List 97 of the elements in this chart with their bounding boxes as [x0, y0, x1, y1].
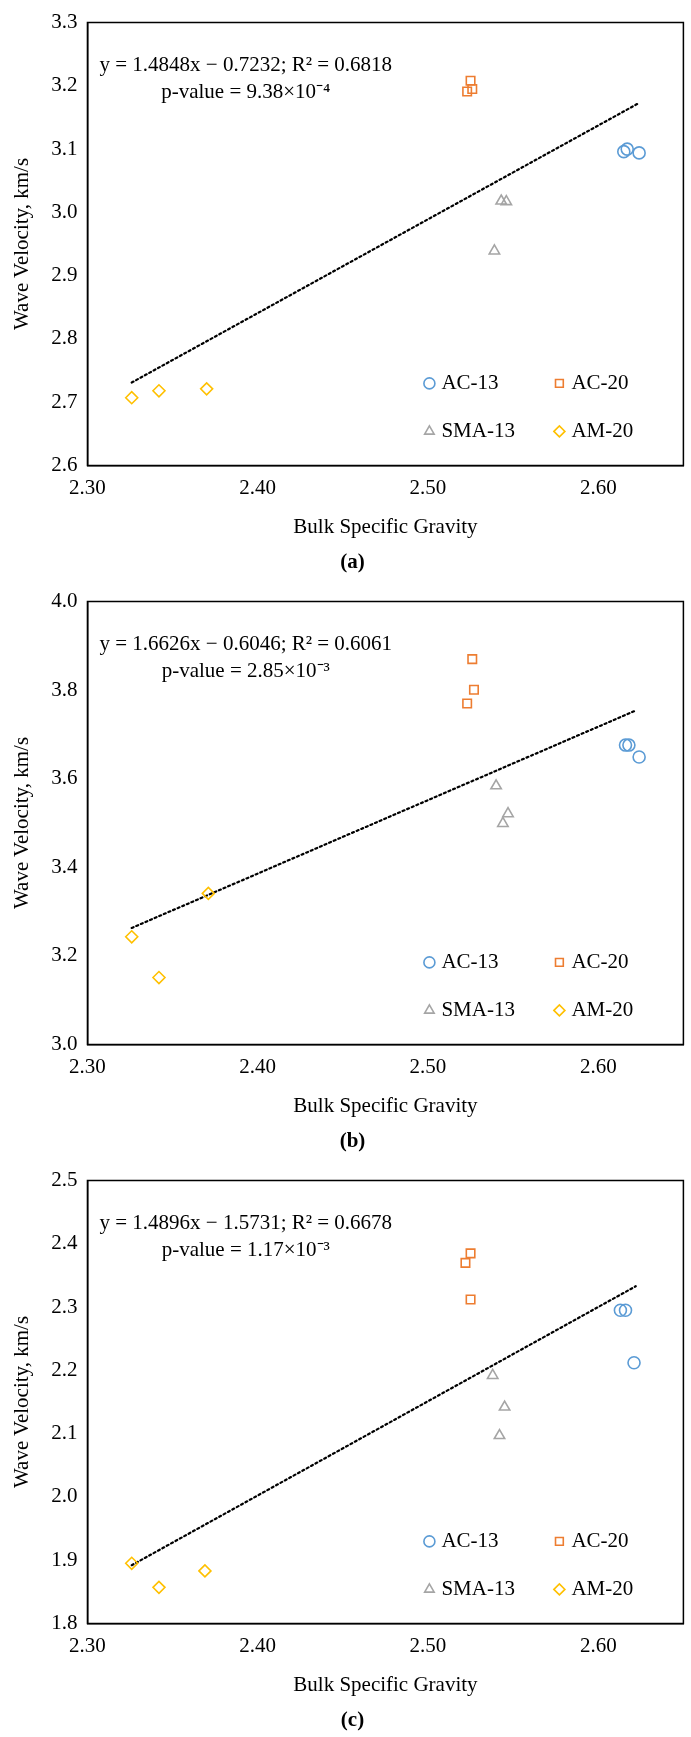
annotation: y = 1.4848x − 0.7232; R² = 0.6818	[99, 52, 393, 77]
annotation: p-value = 2.85×10⁻³	[161, 658, 330, 683]
x-axis-title: Bulk Specific Gravity	[293, 1671, 479, 1696]
y-tick-label: 2.9	[51, 262, 78, 287]
point	[462, 86, 473, 97]
y-axis-title: Wave Velocity, km/s	[9, 1315, 34, 1489]
y-tick-label: 2.6	[51, 451, 78, 476]
point	[618, 738, 633, 752]
y-tick-label: 1.8	[51, 1609, 78, 1634]
point	[465, 75, 476, 86]
legend-label: AC-20	[571, 1527, 629, 1552]
point	[152, 383, 166, 398]
y-tick-label: 3.1	[51, 135, 78, 160]
point	[467, 654, 478, 665]
point	[502, 806, 515, 818]
y-tick-label: 3.0	[51, 198, 78, 223]
x-tick-label: 2.60	[579, 474, 617, 499]
y-tick-label: 2.3	[51, 1293, 78, 1318]
legend-label: AC-13	[441, 369, 499, 394]
point	[201, 886, 216, 901]
legend-label: SMA-13	[441, 1575, 515, 1600]
x-tick-label: 2.50	[409, 474, 447, 499]
point	[124, 930, 139, 944]
y-tick-label: 1.9	[51, 1546, 78, 1571]
x-axis-title: Bulk Specific Gravity	[293, 513, 479, 538]
point	[152, 970, 166, 985]
point	[460, 1257, 471, 1268]
y-tick-label: 3.6	[51, 765, 78, 790]
y-tick-label: 2.8	[51, 325, 78, 350]
legend-label: AM-20	[571, 996, 634, 1021]
x-tick-label: 2.60	[579, 1053, 617, 1078]
x-tick-label: 2.50	[409, 1053, 447, 1078]
y-tick-label: 3.8	[51, 676, 78, 701]
point	[493, 1428, 506, 1440]
x-axis-title: Bulk Specific Gravity	[293, 1092, 479, 1117]
point	[199, 382, 214, 396]
point	[152, 1580, 166, 1595]
point	[462, 698, 473, 709]
point	[632, 146, 646, 160]
point	[468, 684, 480, 695]
legend-label: AC-13	[441, 1527, 499, 1552]
x-tick-label: 2.40	[239, 1632, 277, 1657]
point	[500, 194, 513, 206]
point	[124, 1556, 139, 1571]
annotation: y = 1.6626x − 0.6046; R² = 0.6061	[99, 631, 393, 656]
point	[632, 750, 646, 764]
y-tick-label: 3.2	[51, 72, 78, 97]
y-tick-label: 2.0	[51, 1483, 78, 1508]
point	[198, 1564, 212, 1578]
text: (a)	[340, 548, 365, 573]
point	[467, 83, 478, 95]
point	[465, 1294, 476, 1305]
point	[498, 1400, 511, 1411]
legend-label: SMA-13	[441, 417, 515, 442]
legend-label: AC-20	[571, 948, 629, 973]
y-tick-label: 3.4	[51, 853, 78, 878]
point	[488, 244, 501, 255]
point	[486, 1368, 499, 1380]
x-tick-label: 2.40	[239, 1053, 277, 1078]
y-axis-title: Wave Velocity, km/s	[9, 736, 34, 910]
legend-label: SMA-13	[441, 996, 515, 1021]
x-tick-label: 2.30	[69, 1632, 106, 1657]
point	[617, 144, 631, 159]
text: (c)	[340, 1706, 365, 1731]
y-axis-title: Wave Velocity, km/s	[9, 157, 34, 331]
annotation: y = 1.4896x − 1.5731; R² = 0.6678	[99, 1210, 393, 1235]
annotation: p-value = 1.17×10⁻³	[161, 1237, 330, 1262]
point	[613, 1303, 628, 1318]
point	[496, 816, 509, 828]
legend-label: AC-13	[441, 948, 499, 973]
annotation: p-value = 9.38×10⁻⁴	[161, 79, 331, 104]
point	[490, 779, 503, 790]
legend-label: AM-20	[571, 1575, 634, 1600]
x-tick-label: 2.50	[409, 1632, 447, 1657]
y-tick-label: 2.7	[51, 388, 78, 413]
point	[620, 142, 635, 156]
x-tick-label: 2.30	[69, 474, 106, 499]
y-tick-label: 4.0	[51, 588, 78, 613]
y-tick-label: 2.2	[51, 1356, 78, 1381]
legend-label: AC-20	[571, 369, 629, 394]
point	[495, 194, 508, 205]
point	[618, 1303, 633, 1318]
point	[465, 1248, 476, 1259]
x-tick-label: 2.30	[69, 1053, 106, 1078]
text: (b)	[339, 1127, 366, 1152]
y-tick-label: 3.2	[51, 942, 78, 967]
y-tick-label: 2.1	[51, 1420, 78, 1445]
legend-label: AM-20	[571, 417, 634, 442]
y-tick-label: 3.3	[51, 9, 78, 34]
y-tick-label: 3.0	[51, 1030, 78, 1055]
x-tick-label: 2.60	[579, 1632, 617, 1657]
x-tick-label: 2.40	[239, 474, 277, 499]
point	[627, 1355, 641, 1370]
point	[124, 390, 139, 405]
point	[622, 738, 636, 752]
y-tick-label: 2.4	[51, 1230, 78, 1255]
y-tick-label: 2.5	[51, 1167, 78, 1192]
